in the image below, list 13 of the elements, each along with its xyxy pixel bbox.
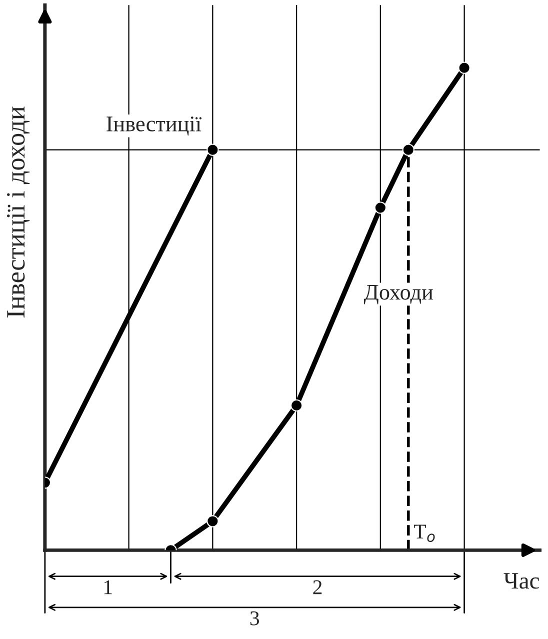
annotation: T$_{o}$ — [414, 524, 435, 542]
x-axis-title: Час — [504, 573, 540, 589]
series-label: Інвестиції — [106, 116, 202, 136]
text: 2 — [313, 580, 322, 594]
point — [374, 202, 386, 214]
point — [458, 62, 470, 74]
y-axis-title: Інвестиції і доходи — [6, 106, 30, 318]
point — [290, 399, 303, 412]
text: 1 — [104, 580, 112, 594]
point — [206, 515, 219, 528]
text: 3 — [250, 611, 260, 626]
point — [402, 144, 414, 156]
series-label: Доходи — [364, 284, 433, 304]
